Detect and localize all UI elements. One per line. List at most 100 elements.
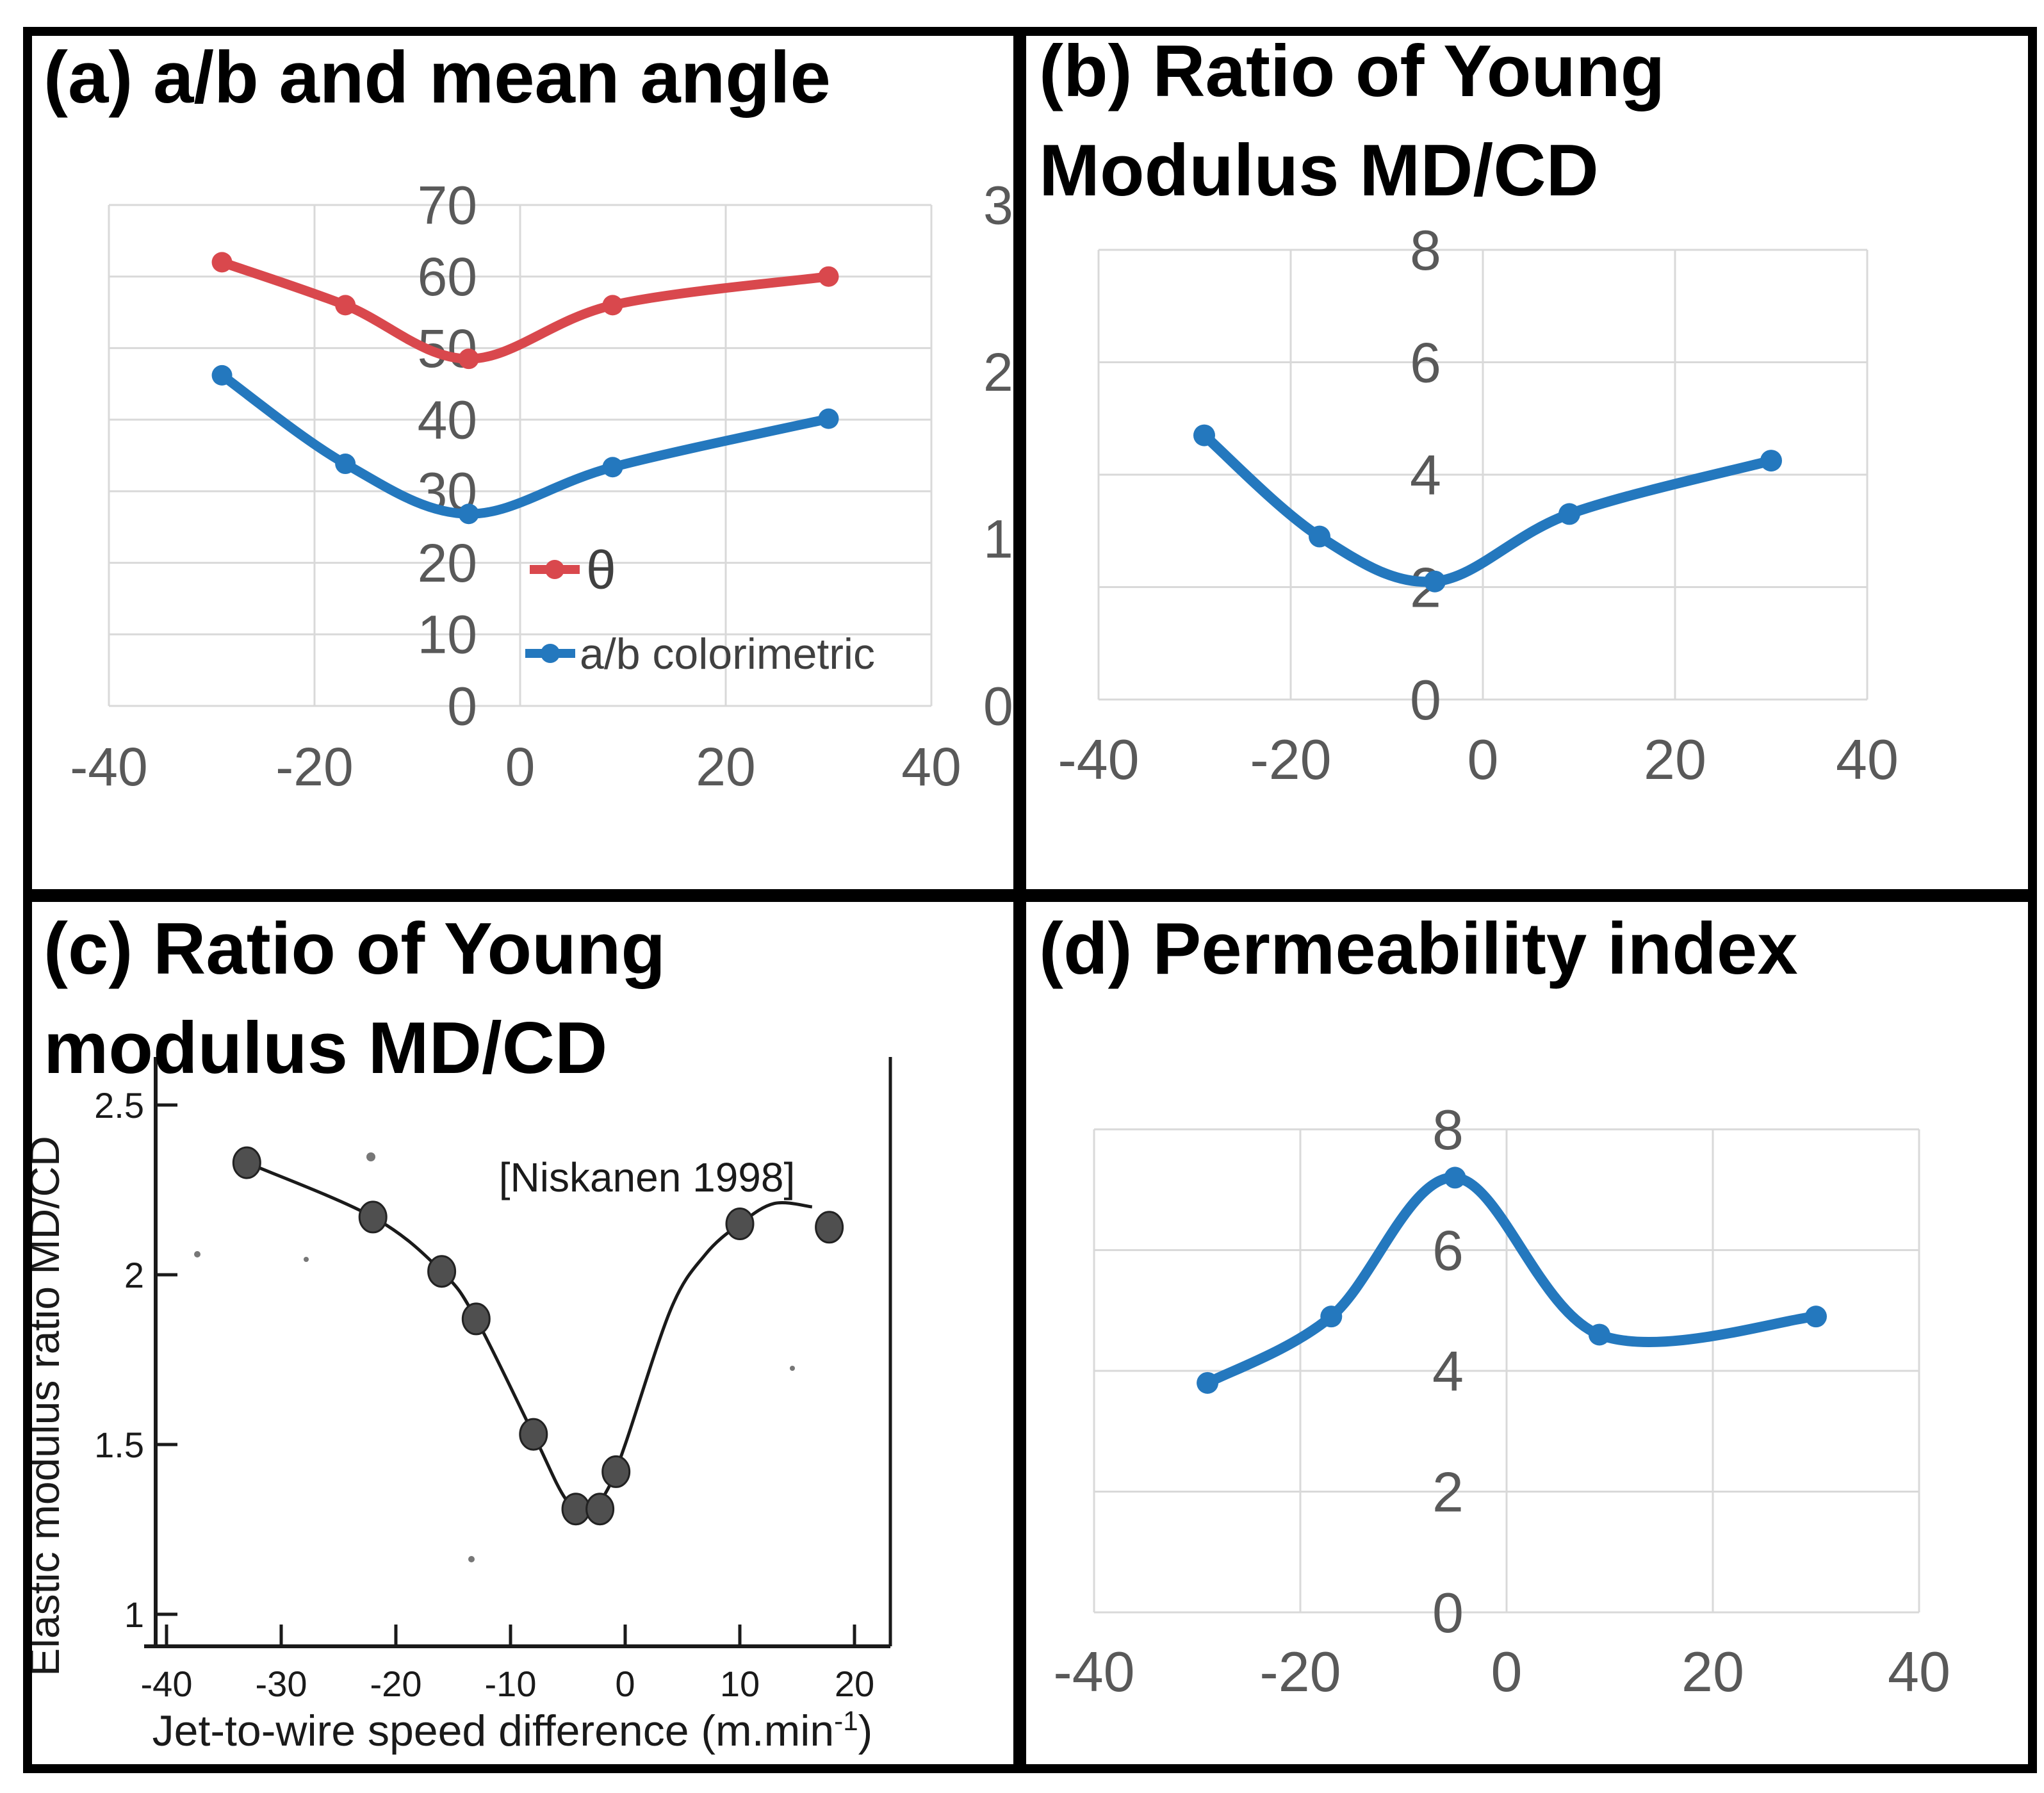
panel-b-title: Modulus MD/CD — [1039, 130, 1599, 211]
y-axis-tick-label: 0 — [447, 676, 477, 736]
secondary-y-axis-tick-label: 1 — [983, 509, 1013, 569]
panel-b-title: (b) Ratio of Young — [1039, 31, 1665, 112]
legend-label: a/b colorimetric — [580, 630, 875, 678]
data-point-marker — [1193, 424, 1215, 446]
panel-d-title: (d) Permeability index — [1039, 908, 1798, 990]
x-axis-tick-label: -40 — [141, 1664, 193, 1704]
data-point-marker — [818, 408, 839, 429]
x-axis-tick-label: -20 — [370, 1664, 422, 1704]
data-point-marker — [1424, 570, 1446, 593]
data-point-marker — [335, 295, 356, 316]
scatter-point — [601, 1455, 631, 1488]
y-axis-tick-label: 1 — [124, 1594, 144, 1635]
series-line-a-0 — [217, 257, 833, 364]
data-point-marker — [1309, 525, 1330, 548]
x-axis-tick-label: -10 — [485, 1664, 537, 1704]
data-point-marker — [211, 364, 233, 386]
scan-speck — [468, 1556, 475, 1562]
x-axis-tick-label: 20 — [696, 737, 755, 797]
scan-speck — [304, 1257, 309, 1262]
outer-border-top — [23, 27, 2037, 36]
panel-borders — [23, 27, 2037, 1773]
x-axis-tick-label: 40 — [1836, 728, 1899, 791]
data-point-marker — [818, 266, 839, 287]
data-point-marker — [602, 457, 623, 478]
x-axis-tick-label: 0 — [615, 1664, 635, 1704]
x-axis-title: Jet-to-wire speed difference (m.min-1) — [152, 1706, 873, 1755]
scatter-point — [519, 1418, 548, 1451]
y-axis-tick-label: 2 — [124, 1255, 144, 1295]
y-axis-tick-label: 1.5 — [94, 1425, 144, 1465]
scan-speck — [790, 1366, 795, 1371]
y-axis-tick-label: 8 — [1432, 1098, 1464, 1161]
data-point-marker — [1444, 1167, 1466, 1189]
y-axis-tick-label: 0 — [1410, 668, 1441, 732]
y-axis-tick-label: 70 — [418, 175, 477, 235]
scatter-point — [561, 1493, 591, 1526]
y-axis-tick-label: 20 — [418, 533, 477, 593]
scan-speck — [194, 1251, 200, 1257]
gridlines — [1097, 249, 1868, 701]
scatter-point — [815, 1211, 844, 1244]
scatter-point — [232, 1146, 261, 1179]
scatter-point — [585, 1493, 615, 1526]
data-point-marker — [1197, 1371, 1219, 1394]
data-point-marker — [458, 504, 479, 525]
x-axis-tick-label: 20 — [835, 1664, 874, 1704]
scatter-point — [358, 1200, 388, 1234]
y-axis-tick-label: 2 — [1432, 1460, 1464, 1523]
data-point-marker — [1320, 1306, 1343, 1328]
scatter-point — [427, 1255, 457, 1288]
x-axis-tick-label: -20 — [1259, 1640, 1341, 1703]
legend-label: θ — [586, 540, 616, 600]
legend: θ a/b colorimetric — [525, 540, 875, 678]
x-axis-tick-label: 20 — [1644, 728, 1706, 791]
data-point-marker — [211, 252, 233, 273]
x-axis-tick-label: -40 — [1058, 728, 1139, 791]
data-point-marker — [1558, 503, 1580, 525]
x-axis-tick-label: 20 — [1681, 1640, 1744, 1703]
panel-c-title: (c) Ratio of Young — [44, 908, 666, 990]
x-axis-tick-label: 40 — [901, 737, 961, 797]
data-point-marker — [1805, 1306, 1827, 1328]
annotation-niskanen: [Niskanen 1998] — [499, 1154, 796, 1200]
x-axis-tick-label: -40 — [1053, 1640, 1134, 1703]
outer-border-bottom — [23, 1764, 2037, 1773]
scan-speck — [366, 1152, 375, 1161]
y-axis-tick-label: 2.5 — [94, 1085, 144, 1126]
data-point-marker — [335, 454, 356, 475]
y-axis-tick-label: 6 — [1410, 331, 1441, 394]
y-axis-tick-label: 4 — [1410, 443, 1441, 507]
data-point-marker — [458, 348, 479, 370]
scatter-point — [461, 1302, 491, 1336]
x-axis-tick-label: 0 — [505, 737, 536, 797]
panel-divider-horizontal — [23, 889, 2037, 902]
y-axis-tick-label: 40 — [418, 390, 477, 450]
x-axis-tick-label: -20 — [275, 737, 353, 797]
legend-marker-dot — [545, 560, 564, 579]
data-point-marker — [1760, 450, 1782, 472]
data-point-marker — [602, 295, 623, 316]
x-axis-tick-label: -30 — [256, 1664, 307, 1704]
data-point-marker — [1588, 1323, 1610, 1346]
x-axis-tick-label: 40 — [1888, 1640, 1950, 1703]
y-axis-tick-label: 60 — [418, 247, 477, 307]
legend-marker-dot — [541, 644, 560, 663]
secondary-y-axis-tick-label: 2 — [983, 342, 1013, 402]
scatter-point — [725, 1208, 755, 1240]
y-axis-tick-label: 4 — [1432, 1339, 1464, 1403]
secondary-y-axis-tick-label: 0 — [983, 676, 1013, 736]
y-axis-tick-label: 0 — [1432, 1581, 1464, 1644]
y-axis-tick-label: 6 — [1432, 1218, 1464, 1282]
panel-a-title: (a) a/b and mean angle — [44, 37, 831, 119]
x-axis-tick-label: 0 — [1491, 1640, 1523, 1703]
x-axis-tick-label: -40 — [70, 737, 147, 797]
panel-c-title: modulus MD/CD — [44, 1008, 607, 1089]
x-axis-tick-label: 0 — [1468, 728, 1499, 791]
